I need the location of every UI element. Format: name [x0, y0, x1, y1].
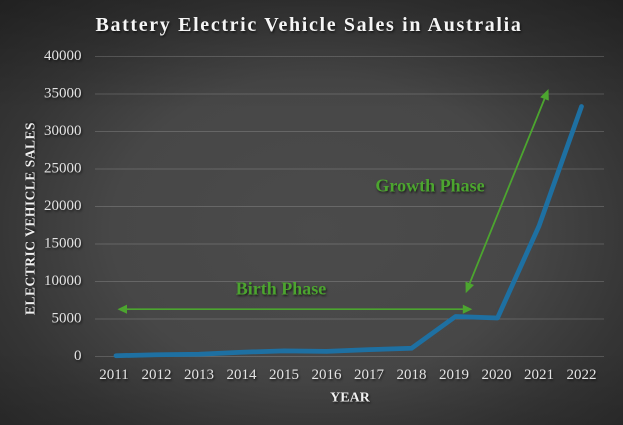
svg-text:15000: 15000: [44, 236, 82, 252]
svg-text:2020: 2020: [482, 367, 512, 383]
svg-text:40000: 40000: [44, 48, 82, 64]
svg-text:2017: 2017: [354, 367, 385, 383]
svg-text:2011: 2011: [99, 367, 128, 383]
svg-text:2022: 2022: [567, 367, 597, 383]
svg-text:25000: 25000: [44, 161, 82, 177]
svg-text:2014: 2014: [227, 367, 258, 383]
svg-text:2016: 2016: [312, 367, 343, 383]
svg-text:Growth Phase: Growth Phase: [375, 176, 484, 196]
svg-text:10000: 10000: [44, 273, 82, 289]
svg-text:20000: 20000: [44, 198, 82, 214]
svg-text:Battery Electric Vehicle Sales: Battery Electric Vehicle Sales in Austra…: [95, 14, 522, 36]
svg-text:2018: 2018: [397, 367, 427, 383]
svg-text:35000: 35000: [44, 86, 82, 102]
svg-text:2013: 2013: [184, 367, 214, 383]
svg-text:30000: 30000: [44, 123, 82, 139]
svg-text:ELECTRIC VEHICLE SALES: ELECTRIC VEHICLE SALES: [23, 122, 38, 315]
svg-text:2019: 2019: [439, 367, 469, 383]
svg-text:5000: 5000: [52, 311, 82, 327]
svg-text:0: 0: [74, 348, 82, 364]
svg-text:2021: 2021: [524, 367, 554, 383]
svg-text:2015: 2015: [269, 367, 299, 383]
svg-text:YEAR: YEAR: [330, 390, 371, 405]
svg-text:Birth Phase: Birth Phase: [236, 279, 327, 299]
svg-text:2012: 2012: [142, 367, 172, 383]
